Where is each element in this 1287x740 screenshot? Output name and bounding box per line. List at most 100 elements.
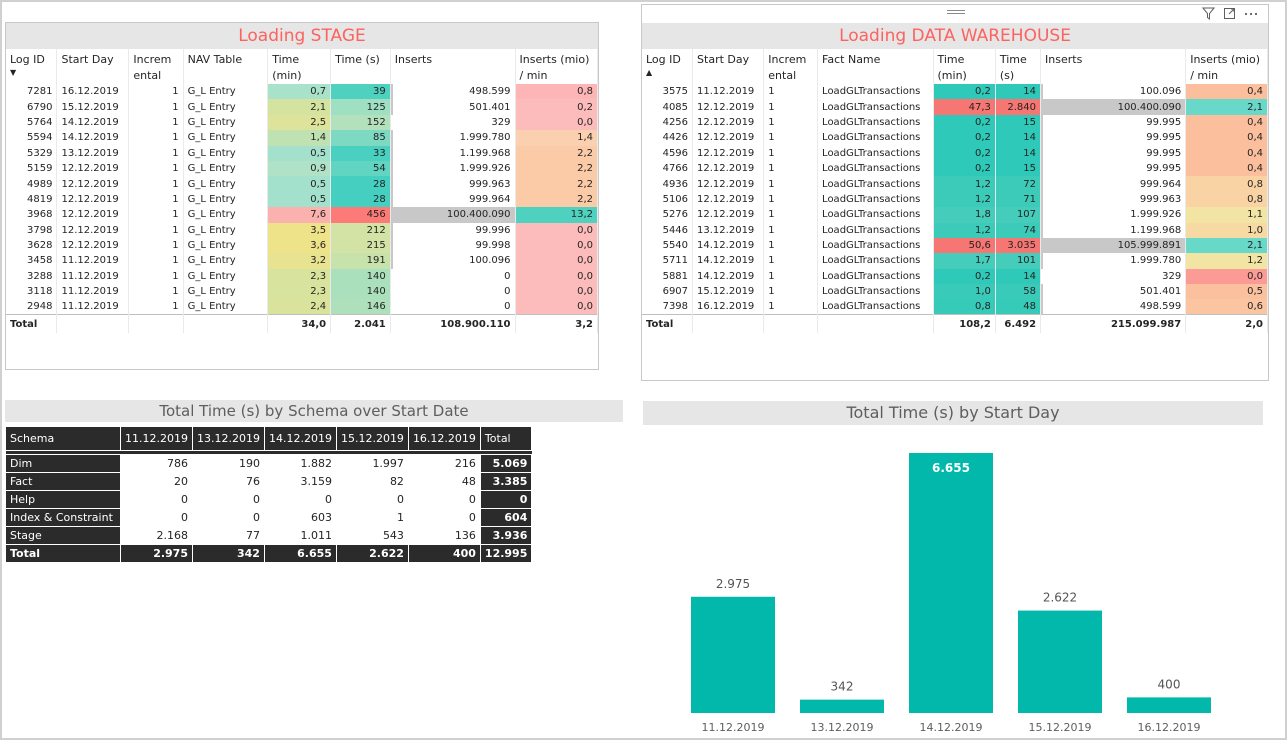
start-day-cell: 12.12.2019: [56, 207, 130, 223]
bar-data-label: 342: [831, 680, 854, 694]
schema-matrix-visual[interactable]: Total Time (s) by Schema over Start Date…: [5, 400, 623, 565]
table-row[interactable]: 3118 11.12.2019 1 G_L Entry 2,3 140 0 0,0: [6, 284, 599, 300]
start-day-cell: 12.12.2019: [56, 222, 130, 238]
table-row[interactable]: 4936 12.12.2019 1 LoadGLTransactions 1,2 72 99…: [642, 176, 1268, 192]
dwh-col-header[interactable]: Time (min): [933, 49, 996, 84]
filter-icon[interactable]: [1202, 7, 1215, 20]
table-row[interactable]: 5764 14.12.2019 1 G_L Entry 2,5 152 329 0,0: [6, 114, 599, 131]
dwh-col-header[interactable]: Increm ental: [763, 49, 819, 84]
stage-col-header[interactable]: Time (s): [330, 49, 391, 84]
stage-table-visual[interactable]: Loading STAGE Log ID ▼ Start Day Increm ent…: [5, 22, 599, 370]
dwh-col-header[interactable]: Fact Name: [817, 49, 934, 84]
table-row[interactable]: 4085 12.12.2019 1 LoadGLTransactions 47,3 2.8…: [642, 99, 1268, 115]
time-by-day-chart-visual[interactable]: Total Time (s) by Start Day 2.975 11.12.2…: [643, 401, 1263, 736]
bar-14.12.2019[interactable]: [909, 453, 993, 713]
matrix-row[interactable]: Index & Constraint 0 0 603 1 0 604: [5, 508, 533, 527]
matrix-column-header[interactable]: Total: [479, 426, 533, 451]
time-sec-cell: 14: [995, 145, 1042, 161]
time-sec-cell: 14: [995, 130, 1042, 146]
matrix-column-header[interactable]: 11.12.2019: [120, 426, 193, 451]
incremental-cell: 1: [128, 284, 184, 300]
inserts-rate-cell: 0,8: [1185, 191, 1268, 208]
time-min-cell: 0,2: [933, 84, 996, 100]
matrix-column-header[interactable]: 16.12.2019: [407, 426, 481, 451]
table-row[interactable]: 3288 11.12.2019 1 G_L Entry 2,3 140 0 0,0: [6, 268, 599, 285]
matrix-column-header[interactable]: 15.12.2019: [335, 426, 409, 451]
sort-indicator-icon[interactable]: ▲: [646, 68, 653, 77]
time-sec-cell: 101: [995, 253, 1042, 269]
dwh-col-header[interactable]: Time (s): [995, 49, 1042, 84]
log-id-cell: 5711: [642, 253, 694, 269]
table-name-cell: LoadGLTransactions: [817, 284, 934, 300]
table-row[interactable]: 7281 16.12.2019 1 G_L Entry 0,7 39 498.599 0,8: [6, 84, 599, 100]
bar-11.12.2019[interactable]: [691, 596, 775, 713]
table-row[interactable]: 5711 14.12.2019 1 LoadGLTransactions 1,7 101 1…: [642, 253, 1268, 269]
inserts-cell: 100.400.090: [390, 207, 516, 223]
table-row[interactable]: 4426 12.12.2019 1 LoadGLTransactions 0,2 14 99…: [642, 130, 1268, 146]
time-min-cell: 7,6: [267, 207, 332, 223]
matrix-row[interactable]: Help 0 0 0 0 0 0: [5, 490, 533, 509]
matrix-cell: 82: [335, 472, 409, 491]
inserts-cell: 501.401: [1040, 284, 1187, 300]
dwh-col-header[interactable]: Log ID ▲: [642, 49, 694, 84]
drag-grip-icon[interactable]: [947, 10, 965, 14]
matrix-column-header[interactable]: 13.12.2019: [191, 426, 265, 451]
stage-col-header[interactable]: Start Day: [56, 49, 130, 84]
table-row[interactable]: 5159 12.12.2019 1 G_L Entry 0,9 54 1.999.926 2,…: [6, 160, 599, 177]
schema-matrix: Schema 11.12.2019 13.12.2019 14.12.2019 15.1…: [5, 426, 533, 563]
stage-col-header[interactable]: Time (min): [267, 49, 332, 84]
table-row[interactable]: 5329 13.12.2019 1 G_L Entry 0,5 33 1.199.968 2,…: [6, 145, 599, 161]
table-row[interactable]: 4256 12.12.2019 1 LoadGLTransactions 0,2 15 99…: [642, 114, 1268, 131]
table-row[interactable]: 3628 12.12.2019 1 G_L Entry 3,6 215 99.998 0,0: [6, 237, 599, 254]
matrix-row[interactable]: Stage 2.168 77 1.011 543 136 3.936: [5, 526, 533, 545]
table-row[interactable]: 3798 12.12.2019 1 G_L Entry 3,5 212 99.996 0,0: [6, 222, 599, 238]
dwh-col-header[interactable]: Inserts: [1040, 49, 1187, 84]
dwh-table-visual[interactable]: Loading DATA WAREHOUSE Log ID ▲ Start Day I…: [641, 4, 1269, 381]
stage-col-header[interactable]: NAV Table: [183, 49, 269, 84]
time-sec-cell: 15: [995, 114, 1042, 131]
time-sec-cell: 74: [995, 222, 1042, 238]
matrix-column-header[interactable]: 14.12.2019: [263, 426, 337, 451]
matrix-row[interactable]: Dim 786 190 1.882 1.997 216 5.069: [5, 454, 533, 473]
bar-15.12.2019[interactable]: [1018, 610, 1102, 713]
focus-mode-icon[interactable]: [1223, 7, 1236, 20]
stage-col-header[interactable]: Inserts: [390, 49, 516, 84]
matrix-row[interactable]: Fact 20 76 3.159 82 48 3.385: [5, 472, 533, 491]
table-row[interactable]: 7398 16.12.2019 1 LoadGLTransactions 0,8 48 49…: [642, 299, 1268, 315]
start-day-cell: 14.12.2019: [56, 114, 130, 131]
table-row[interactable]: 4819 12.12.2019 1 G_L Entry 0,5 28 999.964 2,2: [6, 191, 599, 208]
table-row[interactable]: 5594 14.12.2019 1 G_L Entry 1,4 85 1.999.780 1,…: [6, 130, 599, 146]
table-row[interactable]: 6790 15.12.2019 1 G_L Entry 2,1 125 501.401 0,2: [6, 99, 599, 115]
table-row[interactable]: 4596 12.12.2019 1 LoadGLTransactions 0,2 14 99…: [642, 145, 1268, 161]
table-row[interactable]: 4989 12.12.2019 1 G_L Entry 0,5 28 999.963 2,2: [6, 176, 599, 192]
table-row[interactable]: 3458 11.12.2019 1 G_L Entry 3,2 191 100.096 0,0: [6, 253, 599, 269]
dwh-col-header[interactable]: Start Day: [692, 49, 765, 84]
table-row[interactable]: 2948 11.12.2019 1 G_L Entry 2,4 146 0 0,0: [6, 299, 599, 315]
table-row[interactable]: 3968 12.12.2019 1 G_L Entry 7,6 456 100.400.09…: [6, 207, 599, 223]
sort-indicator-icon[interactable]: ▼: [10, 68, 17, 77]
total-label: Total: [642, 314, 694, 333]
table-row[interactable]: 5446 13.12.2019 1 LoadGLTransactions 1,2 74 1.…: [642, 222, 1268, 238]
table-row[interactable]: 5276 12.12.2019 1 LoadGLTransactions 1,8 107 1…: [642, 207, 1268, 223]
table-row[interactable]: 5881 14.12.2019 1 LoadGLTransactions 0,2 14 32…: [642, 268, 1268, 285]
log-id-cell: 5446: [642, 222, 694, 238]
start-day-cell: 16.12.2019: [56, 84, 130, 100]
log-id-cell: 3118: [6, 284, 58, 300]
table-row[interactable]: 6907 15.12.2019 1 LoadGLTransactions 1,0 58 50…: [642, 284, 1268, 300]
stage-col-header[interactable]: Inserts (mio) / min: [515, 49, 599, 84]
matrix-corner-header[interactable]: Schema: [5, 426, 121, 451]
bar-16.12.2019[interactable]: [1127, 697, 1211, 713]
table-row[interactable]: 3575 11.12.2019 1 LoadGLTransactions 0,2 14 10…: [642, 84, 1268, 100]
matrix-cell: 216: [407, 454, 481, 473]
matrix-grand-total: 12.995: [479, 544, 533, 563]
table-row[interactable]: 4766 12.12.2019 1 LoadGLTransactions 0,2 15 99…: [642, 160, 1268, 177]
stage-col-header[interactable]: Log ID ▼: [6, 49, 58, 84]
more-options-icon[interactable]: [1244, 7, 1258, 20]
bar-13.12.2019[interactable]: [800, 699, 884, 713]
table-row[interactable]: 5106 12.12.2019 1 LoadGLTransactions 1,2 71 99…: [642, 191, 1268, 208]
stage-col-header[interactable]: Increm ental: [128, 49, 184, 84]
matrix-row-label: Fact: [5, 472, 121, 491]
table-row[interactable]: 5540 14.12.2019 1 LoadGLTransactions 50,6 3.0…: [642, 237, 1268, 254]
table-name-cell: G_L Entry: [183, 145, 269, 161]
dwh-col-header[interactable]: Inserts (mio) / min: [1185, 49, 1268, 84]
